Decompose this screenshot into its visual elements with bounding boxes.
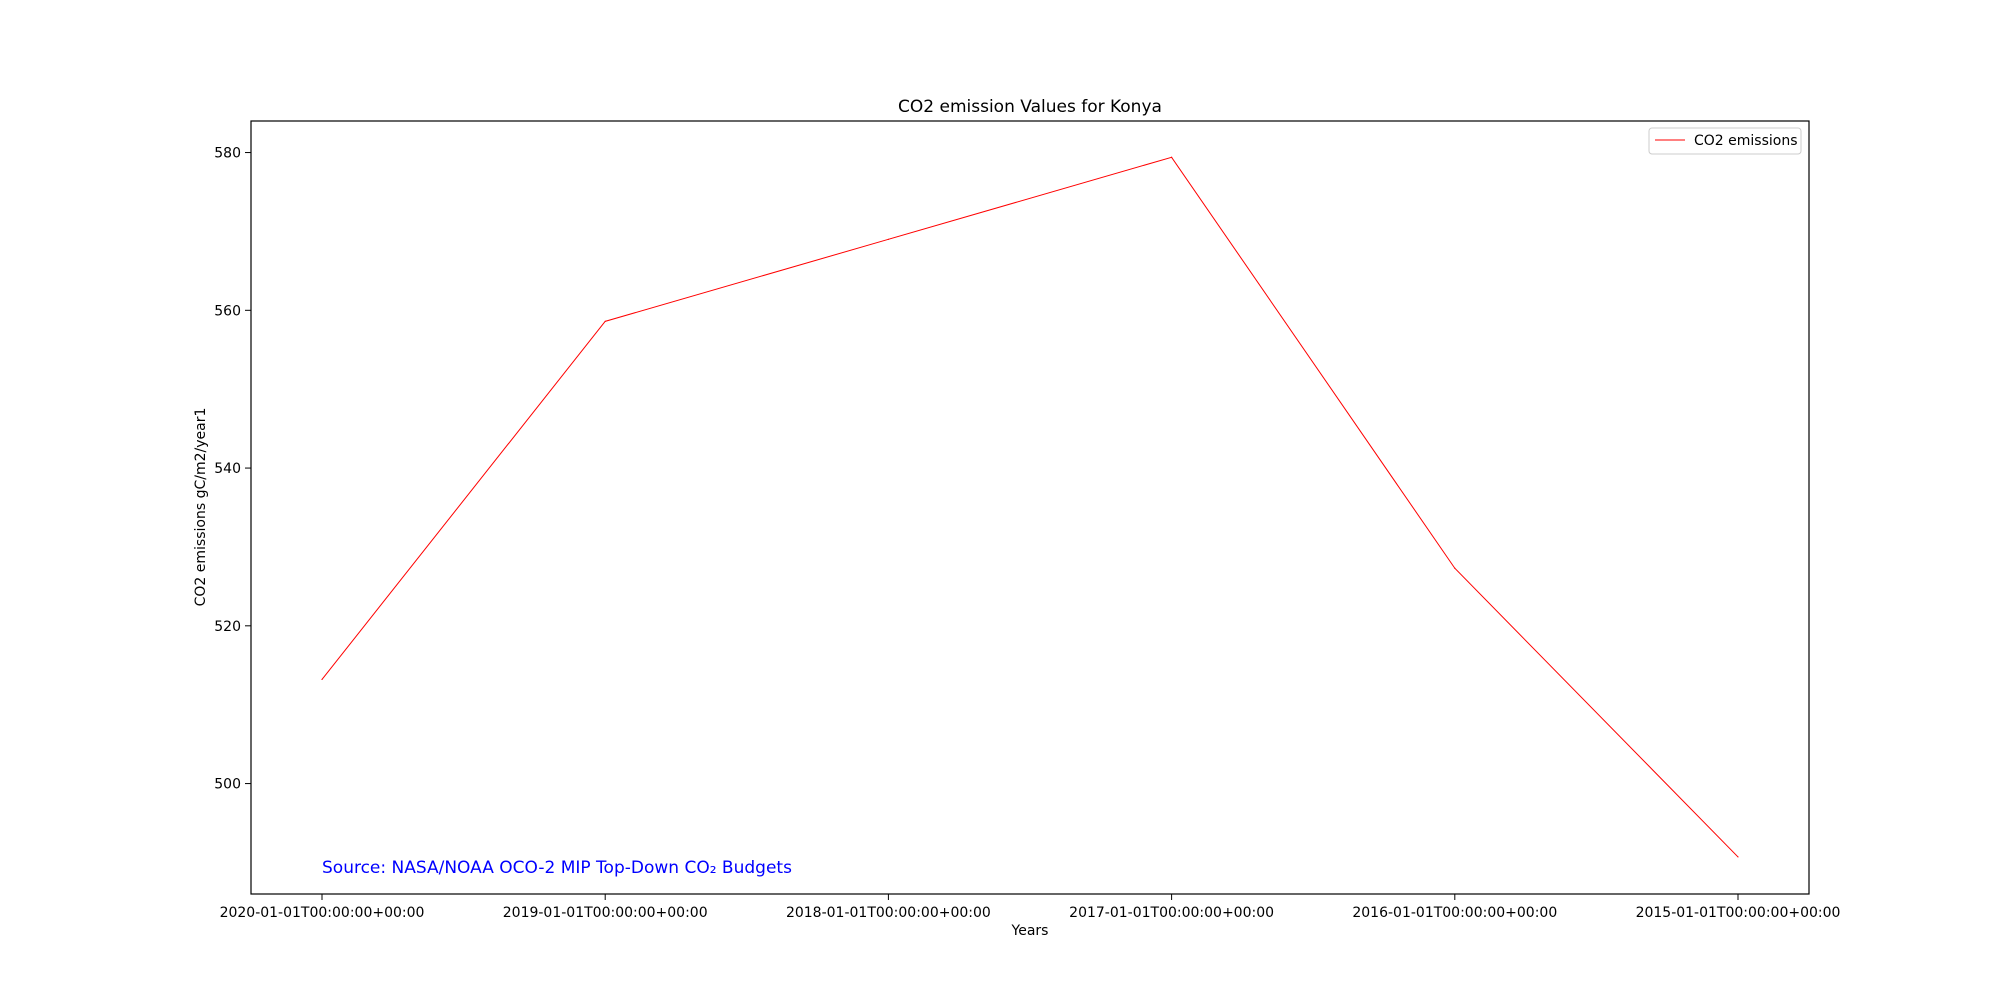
x-tick-label: 2016-01-01T00:00:00+00:00 [1352,905,1557,921]
series-layer [321,156,1739,858]
x-axis: 2020-01-01T00:00:00+00:00 2019-01-01T00:0… [220,894,1841,921]
plot-frame [250,120,1810,895]
legend: CO2 emissions [1648,127,1802,155]
y-tick-label: 580 [214,146,241,162]
x-tick-label: 2015-01-01T00:00:00+00:00 [1636,905,1841,921]
legend-box [1648,127,1802,155]
y-tick-label: 560 [214,303,241,319]
source-annotation: Source: NASA/NOAA OCO-2 MIP Top-Down CO₂… [322,858,792,878]
y-tick-label: 520 [214,619,241,635]
x-tick-label: 2017-01-01T00:00:00+00:00 [1069,905,1274,921]
data-point [887,238,890,240]
series-line [321,156,1739,858]
plot-area [250,120,1810,895]
chart-title: CO2 emission Values for Konya [898,97,1162,117]
x-axis-label: Years [1011,923,1049,939]
legend-label: CO2 emissions [1694,133,1798,149]
data-point [321,678,323,681]
y-tick-label: 540 [214,461,241,477]
y-axis: 500 520 540 560 580 [214,146,251,793]
data-point [1171,156,1173,158]
data-point [604,320,606,322]
data-point [1737,856,1739,858]
x-tick-label: 2019-01-01T00:00:00+00:00 [503,905,708,921]
y-tick-label: 500 [214,777,241,793]
x-tick-label: 2018-01-01T00:00:00+00:00 [786,905,991,921]
x-tick-label: 2020-01-01T00:00:00+00:00 [220,905,425,921]
y-axis-label: CO2 emissions gC/m2/year1 [193,408,209,607]
data-point [1454,567,1456,569]
